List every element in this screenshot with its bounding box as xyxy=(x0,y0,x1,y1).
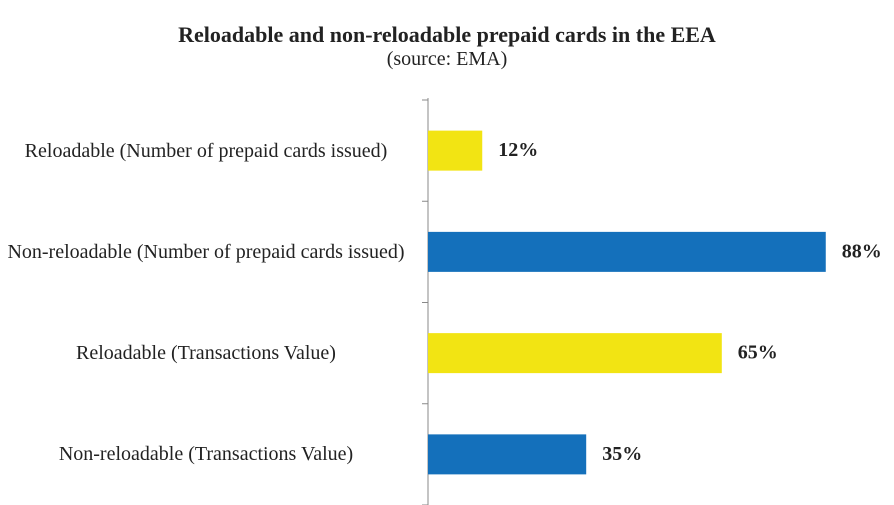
chart-title: Reloadable and non-reloadable prepaid ca… xyxy=(178,22,716,47)
category-label: Reloadable (Number of prepaid cards issu… xyxy=(24,139,388,162)
bar xyxy=(428,434,587,475)
bar xyxy=(428,231,826,272)
value-label: 12% xyxy=(498,139,538,161)
category-label: Reloadable (Transactions Value) xyxy=(76,342,336,365)
category-label: Non-reloadable (Transactions Value) xyxy=(58,443,354,466)
bar xyxy=(428,333,722,374)
value-label: 88% xyxy=(842,240,882,262)
chart-subtitle: (source: EMA) xyxy=(386,48,508,70)
bar xyxy=(428,130,483,171)
value-label: 65% xyxy=(738,342,778,364)
category-label: Non-reloadable (Number of prepaid cards … xyxy=(7,240,405,263)
value-label: 35% xyxy=(602,443,642,465)
